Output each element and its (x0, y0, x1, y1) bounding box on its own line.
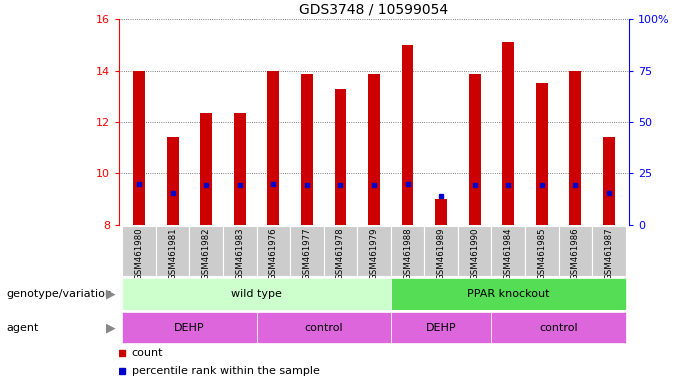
Bar (190, 226, 223, 276)
Title: GDS3748 / 10599054: GDS3748 / 10599054 (299, 3, 449, 17)
Text: GSM461986: GSM461986 (571, 227, 580, 280)
Text: ▶: ▶ (106, 321, 116, 334)
Bar (201, 113, 212, 225)
Bar (391, 312, 492, 343)
Bar (569, 71, 581, 225)
Text: GSM461985: GSM461985 (537, 227, 546, 280)
Bar (525, 226, 558, 276)
Bar (492, 312, 626, 343)
Bar (122, 312, 256, 343)
Bar (424, 226, 458, 276)
Bar (234, 113, 245, 225)
Text: GSM461978: GSM461978 (336, 227, 345, 280)
Bar (492, 226, 525, 276)
Bar (368, 74, 380, 225)
Bar (290, 226, 324, 276)
Bar (301, 74, 313, 225)
Text: ▶: ▶ (106, 287, 116, 300)
Text: GSM461984: GSM461984 (504, 227, 513, 280)
Text: control: control (305, 323, 343, 333)
Text: GSM461990: GSM461990 (470, 227, 479, 280)
Bar (391, 278, 626, 310)
Text: PPAR knockout: PPAR knockout (467, 289, 549, 299)
Bar (469, 74, 481, 225)
Text: GSM461981: GSM461981 (168, 227, 177, 280)
Bar (122, 278, 391, 310)
Bar (402, 45, 413, 225)
Bar (536, 83, 547, 225)
Text: GSM461980: GSM461980 (135, 227, 143, 280)
Bar (503, 42, 514, 225)
Bar (391, 226, 424, 276)
Bar (558, 226, 592, 276)
Text: count: count (132, 348, 163, 358)
Text: genotype/variation: genotype/variation (7, 289, 113, 299)
Text: GSM461976: GSM461976 (269, 227, 278, 280)
Bar (335, 89, 346, 225)
Text: GSM461977: GSM461977 (303, 227, 311, 280)
Text: DEHP: DEHP (426, 323, 456, 333)
Bar (256, 226, 290, 276)
Text: DEHP: DEHP (174, 323, 205, 333)
Text: GSM461988: GSM461988 (403, 227, 412, 280)
Bar (357, 226, 391, 276)
Text: wild type: wild type (231, 289, 282, 299)
Bar (256, 312, 391, 343)
Bar (458, 226, 492, 276)
Bar (324, 226, 357, 276)
Bar (435, 199, 447, 225)
Text: agent: agent (7, 323, 39, 333)
Bar (603, 137, 615, 225)
Text: GSM461989: GSM461989 (437, 227, 445, 280)
Bar (223, 226, 256, 276)
Bar (122, 226, 156, 276)
Text: percentile rank within the sample: percentile rank within the sample (132, 366, 320, 376)
Text: GSM461983: GSM461983 (235, 227, 244, 280)
Bar (167, 137, 179, 225)
Bar (267, 71, 279, 225)
Bar (156, 226, 190, 276)
Text: GSM461982: GSM461982 (202, 227, 211, 280)
Text: GSM461987: GSM461987 (605, 227, 613, 280)
Bar (133, 71, 145, 225)
Text: GSM461979: GSM461979 (369, 227, 379, 280)
Text: control: control (539, 323, 578, 333)
Bar (592, 226, 626, 276)
